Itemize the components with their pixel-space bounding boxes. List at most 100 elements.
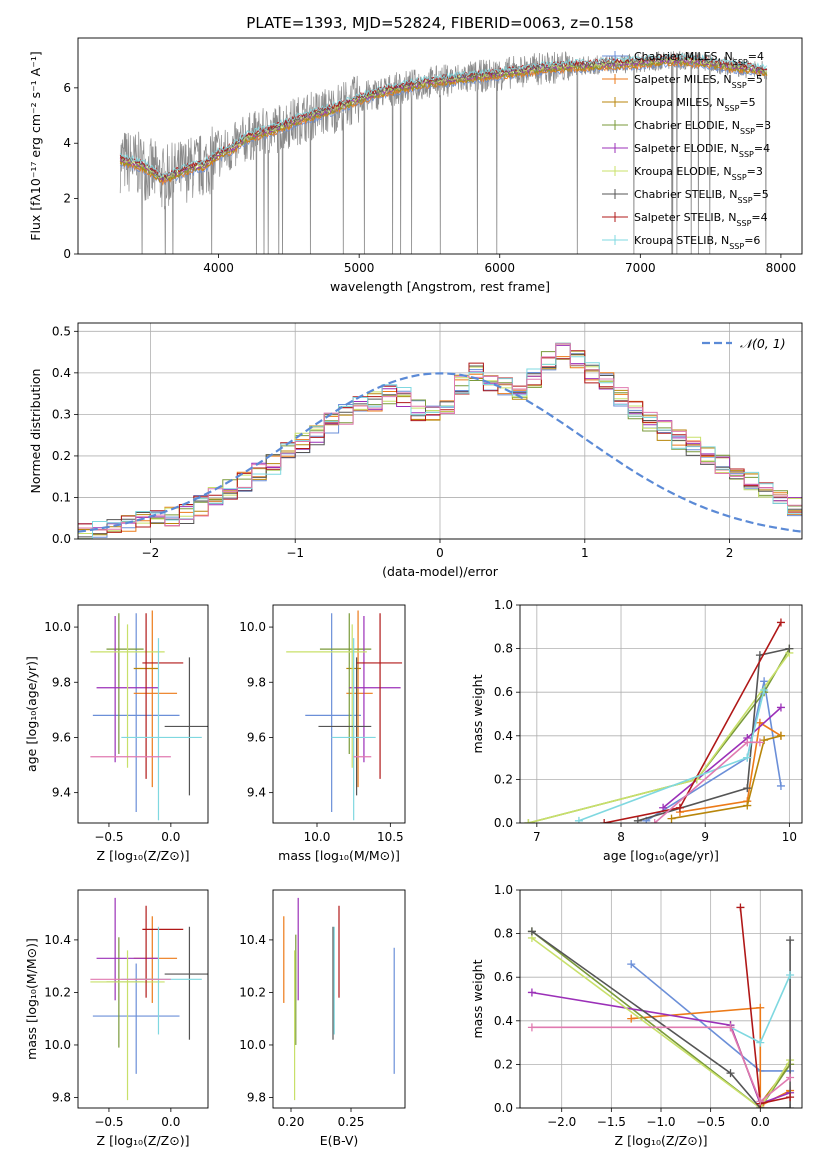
weight-point (760, 686, 769, 695)
legend-suffix: =5 (747, 73, 763, 86)
y-tick-label: 9.4 (247, 786, 266, 800)
legend-suffix: =4 (754, 142, 770, 155)
y-tick-label: 10.0 (44, 620, 71, 634)
weight-point (574, 816, 583, 823)
axes-frame (272, 889, 406, 1109)
y-tick-label: 10.0 (239, 1038, 266, 1052)
y-tick-label: 9.6 (247, 730, 266, 744)
x-axis-label: Z [log₁₀(Z/Z⊙)] (97, 1133, 190, 1148)
weight-point (527, 927, 536, 936)
legend-entry: Salpeter STELIB, NSSP=4 (634, 211, 768, 228)
axes-frame (77, 37, 803, 255)
y-tick-label: 0.2 (52, 449, 71, 463)
x-tick-label: 0.0 (161, 1115, 180, 1129)
y-tick-label: 0.1 (52, 490, 71, 504)
x-tick-label: 10.0 (304, 830, 331, 844)
y-tick-label: 0.3 (52, 407, 71, 421)
plot-area (286, 610, 403, 821)
axes-frame (77, 889, 209, 1109)
plot-area (119, 50, 768, 254)
y-tick-label: 0.8 (494, 642, 513, 656)
x-tick-label: 5000 (344, 261, 375, 275)
histogram-series (78, 343, 802, 539)
weight-series (637, 647, 790, 822)
y-axis-label: Normed distribution (28, 369, 43, 494)
legend-entry: Chabrier ELODIE, NSSP=3 (634, 119, 771, 136)
y-tick-label: 10.4 (44, 933, 71, 947)
panel-mass_vs_ebv: 0.20 0.25 9.8 10.0 10.2 10.4 E(B-V) (239, 889, 406, 1148)
model-spectrum-series (119, 52, 768, 178)
weight-point (755, 738, 764, 747)
weight-point (755, 718, 764, 727)
weight-point (524, 819, 533, 823)
weight-series (662, 706, 782, 809)
y-tick-label: 10.0 (239, 620, 266, 634)
weight-point (627, 1014, 636, 1023)
weight-point (785, 644, 794, 653)
legend-subscript: SSP (729, 242, 744, 251)
x-tick-label: −2.0 (547, 1115, 576, 1129)
y-tick-label: 0.8 (494, 927, 513, 941)
normal-curve (78, 372, 802, 533)
x-tick-label: 10.5 (377, 830, 404, 844)
x-tick-label: −1.0 (646, 1115, 675, 1129)
weight-series (679, 721, 782, 813)
legend-name: Salpeter ELODIE, N (634, 142, 739, 155)
axes-frame (519, 889, 803, 1109)
axes-frame (77, 604, 209, 824)
plot-area (527, 903, 795, 1108)
panel-massweight_vs_Z: −2.0 −1.5 −1.0 −0.5 0.0 0.0 0.2 0.4 0.6 0.8 1.0 Z [… (470, 883, 803, 1148)
axes-frame (519, 604, 803, 824)
weight-point (756, 1038, 765, 1047)
weight-point (776, 731, 785, 740)
y-tick-label: 9.8 (52, 1090, 71, 1104)
y-tick-label: 10.4 (239, 933, 266, 947)
y-tick-label: 0.0 (52, 532, 71, 546)
weight-point (786, 1093, 795, 1102)
y-tick-label: 9.8 (52, 675, 71, 689)
legend-suffix: =3 (755, 119, 771, 132)
model-spectrum-series (119, 54, 768, 181)
x-axis-label: wavelength [Angstrom, rest frame] (330, 279, 550, 294)
legend-subscript: SSP (732, 173, 747, 182)
legend-subscript: SSP (736, 219, 751, 228)
weight-point (726, 1069, 735, 1078)
plot-area (524, 618, 794, 823)
y-axis-label: Flux [fλ10⁻¹⁷ erg cm⁻² s⁻¹ A⁻¹] (28, 51, 43, 240)
weight-point (675, 803, 684, 812)
y-tick-label: 0.6 (494, 685, 513, 699)
panel-residuals: −2 −1 0 1 2 0.0 0.1 0.2 0.3 0.4 0.5 (data-model)/er… (28, 322, 803, 579)
panel-age_vs_mass: 10.0 10.5 9.4 9.6 9.8 10.0 mass [log₁₀(M/M⊙)] (239, 604, 406, 863)
y-tick-label: 0.2 (494, 772, 513, 786)
y-tick-label: 9.8 (247, 1090, 266, 1104)
y-tick-label: 0 (63, 247, 71, 261)
weight-point (756, 1003, 765, 1012)
x-tick-label: −2 (142, 546, 160, 560)
weight-point (786, 936, 795, 945)
x-tick-label: −0.5 (94, 1115, 123, 1129)
y-tick-label: 0.0 (494, 816, 513, 830)
y-tick-label: 0.2 (494, 1057, 513, 1071)
weight-point (650, 819, 659, 823)
y-tick-label: 0.4 (494, 1014, 513, 1028)
legend-name: Kroupa ELODIE, N (634, 165, 732, 178)
x-tick-label: 1 (581, 546, 589, 560)
x-tick-label: 8000 (766, 261, 797, 275)
weight-point (743, 738, 752, 747)
y-tick-label: 9.8 (247, 675, 266, 689)
y-tick-label: 10.2 (239, 985, 266, 999)
legend-name: Salpeter MILES, N (634, 73, 732, 86)
legend-name: Salpeter STELIB, N (634, 211, 736, 224)
legend-name: Kroupa STELIB, N (634, 234, 729, 247)
legend-subscript: SSP (724, 104, 739, 113)
y-axis-label: mass weight (470, 674, 485, 753)
x-tick-label: −0.5 (94, 830, 123, 844)
legend-entry: Kroupa MILES, NSSP=5 (634, 96, 756, 113)
panel-massweight_vs_age: 7 8 9 10 0.0 0.2 0.4 0.6 0.8 1.0 age [log₁₀(age/yr… (470, 598, 803, 863)
x-tick-label: 9 (701, 830, 709, 844)
x-tick-label: 0.0 (161, 830, 180, 844)
y-axis-label: mass weight (470, 959, 485, 1038)
legend-entry: Chabrier STELIB, NSSP=5 (634, 188, 769, 205)
weight-point (600, 819, 609, 823)
